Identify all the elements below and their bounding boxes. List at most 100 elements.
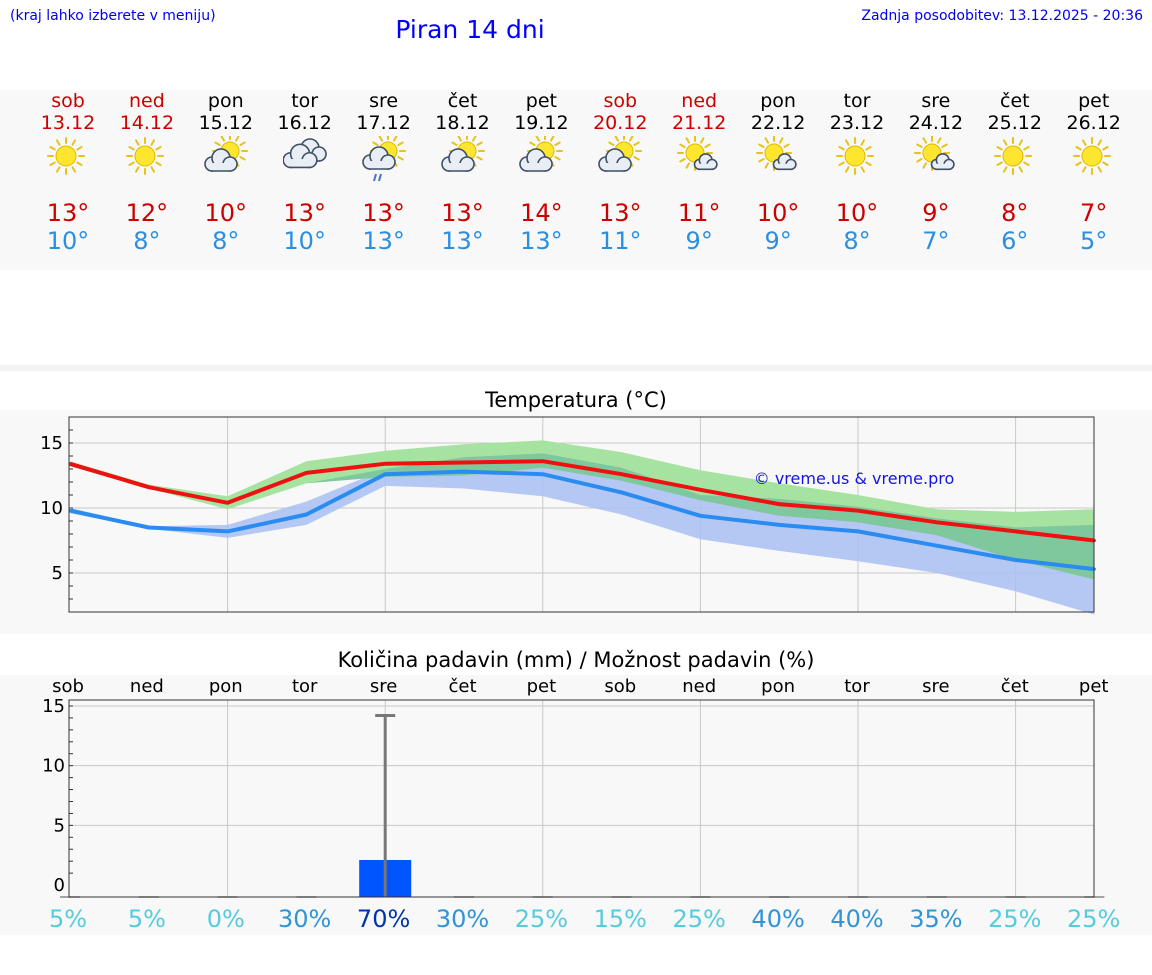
precipitation-probability: 25% [1067,905,1121,933]
day-date: 15.12 [198,112,253,134]
min-temperature: 11° [599,227,642,255]
x-tick-label: pet [526,676,557,697]
max-temperature: 12° [125,199,169,227]
day-date: 21.12 [671,112,727,134]
day-name: sre [921,90,951,112]
day-name: tor [843,90,871,112]
divider [0,365,1152,371]
x-tick-label: tor [844,676,870,697]
min-temperature-point [383,472,387,476]
min-temperature-point [304,513,308,516]
max-temperature-point [935,520,939,524]
temperature-chart-title: Temperatura (°C) [485,388,667,412]
menu-hint: (kraj lahko izberete v meniju) [10,8,216,24]
precipitation-probability: 0% [206,905,245,933]
day-name: pon [207,90,244,112]
y-tick-label: 5 [52,563,63,584]
precipitation-plot-frame [68,699,1095,898]
max-temperature-point [383,462,387,466]
min-temperature-point [226,529,230,533]
x-tick-label: tor [291,676,318,697]
max-temperature: 13° [362,199,405,227]
precipitation-probability: 30% [278,905,332,933]
page-title: Piran 14 dni [395,15,545,44]
y-tick-label: 15 [40,433,63,454]
day-date: 14.12 [119,112,175,134]
x-tick-label: ned [682,676,717,697]
max-temperature: 14° [520,199,563,227]
y-tick-label: 0 [54,875,65,896]
day-name: pon [760,90,796,112]
max-temperature: 13° [599,199,642,227]
max-temperature: 11° [677,199,721,227]
day-name: čet [447,90,478,112]
min-temperature: 6° [1001,227,1029,255]
precipitation-chart-title: Količina padavin (mm) / Možnost padavin … [337,648,815,672]
min-temperature: 9° [764,227,792,255]
max-temperature: 7° [1080,199,1108,227]
precipitation-probability: 40% [830,905,884,933]
min-temperature-line [69,469,1095,572]
day-name: čet [1000,90,1030,112]
precipitation-probability: 35% [909,905,963,933]
precipitation-probability: 5% [48,905,88,933]
min-temperature: 8° [133,227,161,255]
max-temperature-point [226,501,230,505]
day-name: pet [1078,90,1110,112]
y-tick-label: 15 [42,696,65,717]
min-temperature: 5° [1080,227,1108,255]
x-tick-label: čet [1000,676,1029,697]
day-date: 24.12 [908,112,964,134]
max-temperature-point [541,459,545,463]
day-date: 16.12 [277,112,332,134]
day-name: ned [681,90,718,112]
day-name: sob [603,90,638,112]
last-update: Zadnja posodobitev: 13.12.2025 - 20:36 [861,8,1143,24]
x-tick-label: ned [129,676,164,697]
precipitation-probability: 70% [356,905,411,933]
max-temperature-point [698,488,702,492]
sun-icon [47,137,85,175]
precipitation-plot-area [69,700,1094,897]
x-tick-label: sob [604,676,637,697]
min-temperature-point [856,529,860,533]
x-tick-label: sre [922,676,950,697]
day-date: 17.12 [356,112,411,134]
min-temperature-point [1014,558,1018,562]
sun-cloud-icon [598,136,643,172]
x-tick-label: sre [369,676,398,697]
day-date: 18.12 [435,112,490,134]
x-tick-label: pon [761,676,796,697]
precipitation-probability: 25% [672,905,726,933]
max-temperature-point [856,509,860,513]
temperature-plot-frame [68,416,1095,613]
max-temperature-point [777,502,781,506]
precipitation-probability: 40% [751,905,805,933]
sun-small-cloud-icon [677,136,718,171]
min-temperature: 13° [441,227,484,255]
precipitation-probability: 25% [514,905,569,933]
day-name: ned [128,90,165,112]
min-temperature-point [147,526,151,529]
min-temperature-range-band [70,453,1095,615]
max-temperature: 13° [283,199,326,227]
precipitation-probability: 25% [988,905,1042,933]
day-date: 23.12 [829,112,885,134]
min-temperature-point [698,514,702,518]
precipitation-probability: 30% [435,905,490,933]
sun-icon [125,137,164,175]
max-temperature-point [620,472,624,476]
min-temperature-point [935,544,939,548]
sun-icon [836,137,874,175]
max-temperature: 10° [756,199,800,227]
watermark: © vreme.us & vreme.pro [754,469,955,488]
max-temperature: 10° [835,199,879,227]
day-date: 13.12 [40,112,96,134]
x-tick-label: čet [448,676,477,697]
x-tick-label: sob [52,676,84,697]
day-date: 20.12 [593,112,648,134]
x-tick-label: pet [1078,676,1109,697]
min-temperature: 8° [843,227,871,255]
sun-small-cloud-icon [913,136,955,171]
